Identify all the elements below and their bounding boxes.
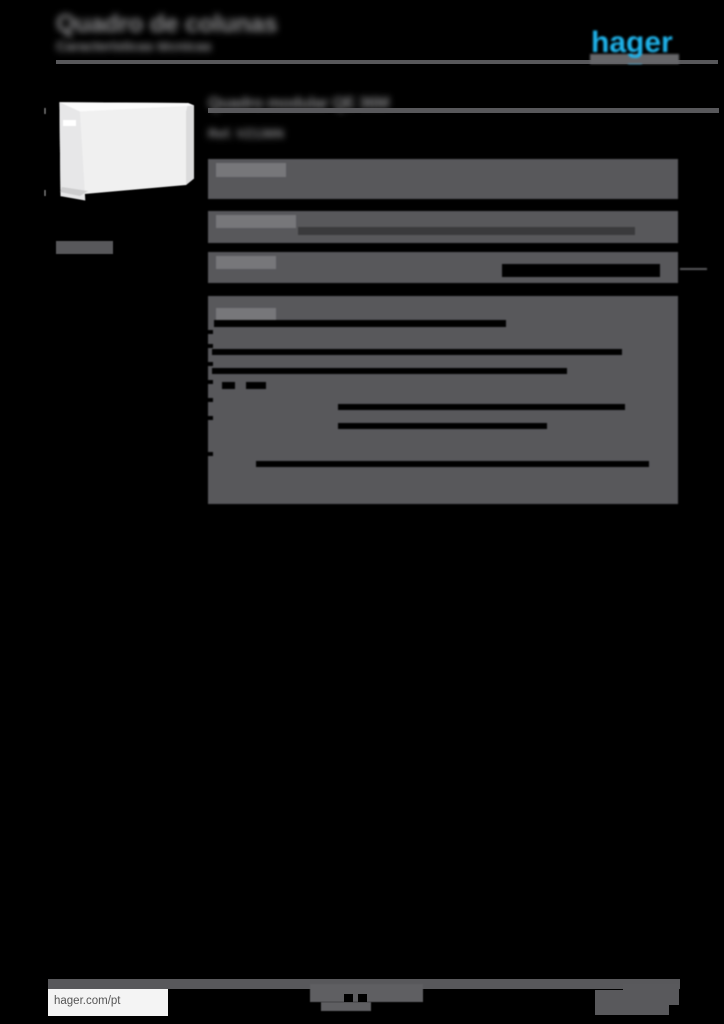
svg-text:hager: hager [591, 26, 673, 59]
